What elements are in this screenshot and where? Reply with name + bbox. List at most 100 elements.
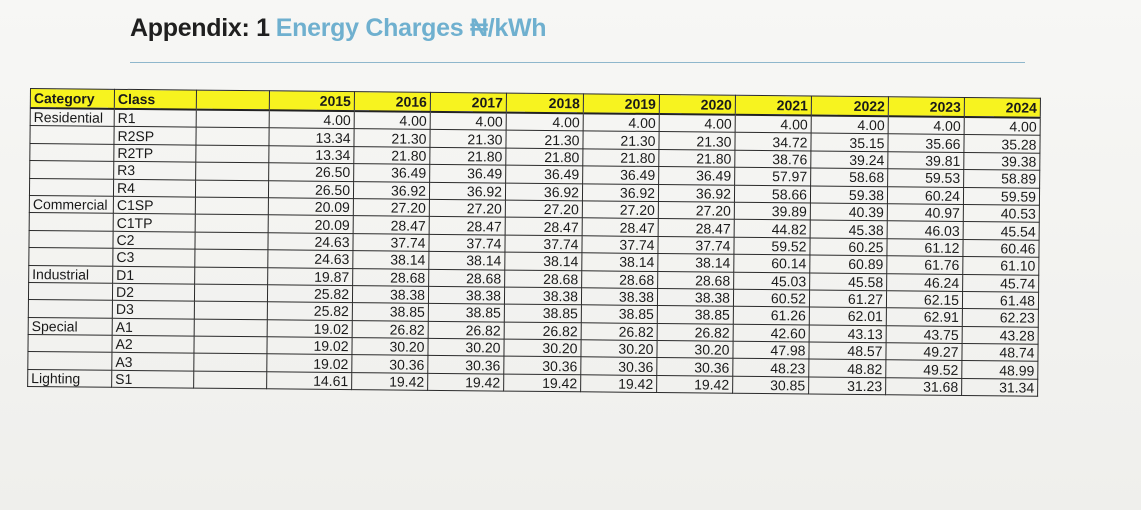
charge-value-cell: 39.89 (734, 202, 811, 221)
charge-value-cell: 36.92 (582, 183, 659, 202)
charge-value-cell: 38.14 (504, 252, 582, 271)
charge-value-cell: 45.03 (733, 271, 810, 290)
charge-value-cell: 26.82 (657, 323, 734, 342)
blank-cell (195, 127, 270, 146)
charge-value-cell: 21.80 (582, 148, 659, 167)
charge-value-cell: 37.74 (504, 234, 583, 253)
charge-value-cell: 19.42 (580, 374, 657, 393)
charge-value-cell: 35.66 (887, 134, 965, 153)
charge-value-cell: 4.00 (269, 110, 355, 130)
charge-value-cell: 58.66 (734, 184, 811, 203)
charge-value-cell: 38.38 (352, 285, 429, 304)
charge-value-cell: 48.23 (732, 358, 809, 377)
charge-value-cell: 37.74 (657, 236, 735, 255)
category-cell (27, 351, 112, 371)
charge-value-cell: 36.49 (429, 164, 506, 183)
charge-value-cell: 28.68 (504, 269, 582, 288)
charge-value-cell: 38.85 (581, 305, 658, 324)
header-year: 2019 (583, 93, 660, 115)
charge-value-cell: 38.38 (428, 286, 505, 305)
charge-value-cell: 61.76 (886, 255, 963, 274)
header-year: 2024 (964, 97, 1041, 118)
charge-value-cell: 30.36 (427, 355, 504, 374)
class-cell: C2 (112, 231, 196, 250)
charge-value-cell: 38.85 (657, 305, 734, 324)
charge-value-cell: 38.14 (352, 250, 429, 269)
header-year: 2016 (354, 91, 431, 112)
category-cell (28, 247, 113, 266)
category-cell (27, 334, 113, 353)
charge-value-cell: 19.02 (267, 319, 353, 338)
category-cell (28, 299, 113, 318)
charge-value-cell: 4.00 (583, 113, 660, 132)
charge-value-cell: 61.12 (886, 238, 964, 257)
charge-value-cell: 58.89 (963, 169, 1040, 188)
charge-value-cell: 19.42 (656, 375, 733, 394)
charge-value-cell: 36.49 (582, 165, 659, 185)
charge-value-cell: 62.91 (886, 308, 963, 327)
header-blank (196, 90, 270, 111)
energy-charges-table: Category Class 2015 2016 2017 2018 2019 … (27, 88, 1041, 397)
blank-cell (193, 336, 268, 355)
category-cell: Residential (30, 108, 115, 127)
charge-value-cell: 45.74 (962, 273, 1039, 293)
charge-value-cell: 38.76 (734, 150, 811, 169)
charge-value-cell: 26.82 (581, 322, 658, 341)
charge-value-cell: 30.20 (427, 338, 505, 357)
blank-cell (196, 109, 270, 129)
charge-value-cell: 62.23 (962, 308, 1039, 327)
charge-value-cell: 20.09 (268, 197, 354, 216)
charge-value-cell: 60.25 (809, 237, 888, 256)
charge-value-cell: 19.42 (351, 372, 428, 391)
charge-value-cell: 4.00 (430, 111, 507, 131)
charge-value-cell: 61.27 (809, 289, 887, 309)
charge-value-cell: 36.92 (429, 181, 506, 201)
charge-value-cell: 27.20 (429, 199, 506, 218)
charge-value-cell: 48.74 (961, 343, 1039, 362)
charge-value-cell: 21.30 (429, 129, 507, 148)
charge-value-cell: 28.47 (505, 217, 583, 236)
appendix-label: Appendix: 1 (130, 14, 270, 42)
class-cell: S1 (111, 370, 194, 389)
charge-value-cell: 4.00 (964, 116, 1041, 136)
table-body: Residential R1 4.00 4.00 4.00 4.00 4.00 4.00 4.0… (27, 108, 1041, 397)
charge-value-cell: 19.02 (266, 354, 352, 373)
charge-value-cell: 49.27 (885, 342, 963, 361)
charge-value-cell: 43.28 (962, 326, 1039, 345)
charge-value-cell: 21.80 (505, 147, 583, 166)
charge-value-cell: 26.50 (268, 180, 354, 199)
charge-value-cell: 59.53 (887, 168, 964, 188)
charge-value-cell: 59.52 (733, 237, 811, 256)
charge-value-cell: 38.38 (581, 287, 658, 306)
charge-value-cell: 48.99 (961, 360, 1038, 380)
charge-value-cell: 28.68 (581, 270, 658, 289)
class-cell: A1 (112, 317, 195, 337)
charge-value-cell: 47.98 (732, 341, 810, 360)
category-cell: Commercial (29, 195, 114, 214)
page-title: Energy Charges ₦/kWh (275, 14, 547, 42)
charge-value-cell: 39.38 (963, 152, 1040, 171)
charge-value-cell: 30.20 (503, 339, 582, 358)
class-cell: A2 (111, 335, 195, 354)
charge-value-cell: 24.63 (267, 249, 353, 269)
blank-cell (193, 370, 267, 390)
charge-value-cell: 26.82 (352, 320, 429, 339)
charge-value-cell: 61.48 (962, 291, 1039, 310)
charge-value-cell: 31.68 (885, 377, 962, 396)
charge-value-cell: 60.46 (962, 239, 1040, 258)
charge-value-cell: 42.60 (733, 323, 810, 343)
charge-value-cell: 38.85 (352, 302, 429, 322)
charge-value-cell: 28.47 (582, 218, 659, 237)
blank-cell (194, 266, 268, 285)
charge-value-cell: 24.63 (267, 232, 354, 251)
category-cell (28, 230, 114, 249)
charge-value-cell: 37.74 (352, 233, 430, 252)
header-year: 2023 (888, 96, 965, 117)
charge-value-cell: 36.92 (658, 184, 735, 203)
class-cell: R2SP (113, 126, 197, 145)
header-year: 2022 (811, 96, 889, 117)
category-cell (29, 160, 114, 179)
header-year: 2020 (659, 94, 736, 115)
charge-value-cell: 45.38 (810, 220, 888, 239)
class-cell: C3 (112, 248, 195, 267)
